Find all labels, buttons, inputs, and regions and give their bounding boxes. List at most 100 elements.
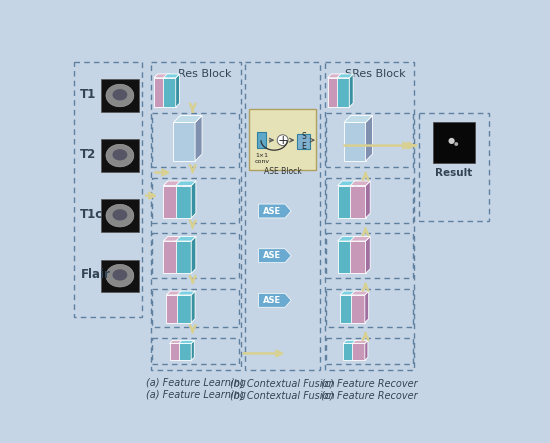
- Polygon shape: [344, 122, 366, 161]
- Polygon shape: [167, 74, 170, 107]
- Polygon shape: [353, 343, 365, 361]
- Ellipse shape: [112, 209, 128, 221]
- Polygon shape: [353, 237, 358, 273]
- Polygon shape: [365, 291, 369, 323]
- Circle shape: [277, 135, 288, 146]
- Polygon shape: [175, 186, 191, 218]
- Polygon shape: [343, 343, 355, 361]
- FancyBboxPatch shape: [101, 79, 139, 112]
- FancyBboxPatch shape: [101, 140, 139, 172]
- Ellipse shape: [106, 144, 134, 167]
- Polygon shape: [328, 74, 344, 78]
- Polygon shape: [175, 181, 196, 186]
- Polygon shape: [258, 204, 291, 218]
- Text: (b) Contextual Fusion: (b) Contextual Fusion: [230, 378, 335, 388]
- Polygon shape: [351, 295, 365, 323]
- Polygon shape: [340, 291, 358, 295]
- Polygon shape: [173, 122, 195, 161]
- Polygon shape: [163, 237, 184, 241]
- Polygon shape: [179, 343, 191, 361]
- Polygon shape: [349, 74, 353, 107]
- Polygon shape: [163, 181, 184, 186]
- FancyBboxPatch shape: [69, 54, 494, 392]
- Polygon shape: [337, 74, 353, 78]
- Polygon shape: [258, 249, 291, 263]
- Polygon shape: [366, 116, 372, 161]
- Ellipse shape: [106, 84, 134, 107]
- Polygon shape: [167, 295, 180, 323]
- Text: T2: T2: [80, 148, 97, 161]
- Text: ASE Block: ASE Block: [264, 167, 301, 176]
- Circle shape: [448, 138, 455, 144]
- FancyBboxPatch shape: [101, 260, 139, 292]
- Polygon shape: [354, 291, 358, 323]
- Polygon shape: [328, 78, 340, 107]
- Ellipse shape: [106, 264, 134, 287]
- FancyBboxPatch shape: [433, 122, 475, 163]
- Polygon shape: [163, 74, 179, 78]
- FancyBboxPatch shape: [101, 199, 139, 232]
- Polygon shape: [343, 340, 359, 343]
- Polygon shape: [340, 74, 344, 107]
- Text: ASE: ASE: [263, 296, 281, 305]
- Polygon shape: [195, 116, 202, 161]
- Text: (b) Contextual Fusion: (b) Contextual Fusion: [230, 390, 335, 400]
- Text: S
E: S E: [301, 132, 306, 152]
- Polygon shape: [169, 343, 182, 361]
- Polygon shape: [180, 291, 184, 323]
- Polygon shape: [179, 181, 184, 218]
- Polygon shape: [353, 181, 358, 218]
- Polygon shape: [154, 78, 167, 107]
- Ellipse shape: [112, 89, 128, 101]
- Polygon shape: [177, 291, 195, 295]
- Polygon shape: [175, 237, 196, 241]
- Circle shape: [454, 142, 458, 146]
- Polygon shape: [179, 237, 184, 273]
- Polygon shape: [167, 291, 184, 295]
- Text: +: +: [277, 134, 288, 147]
- Polygon shape: [191, 181, 196, 218]
- Polygon shape: [344, 116, 372, 122]
- Polygon shape: [338, 241, 353, 273]
- Text: (a) Feature Learning: (a) Feature Learning: [146, 390, 246, 400]
- Polygon shape: [337, 78, 349, 107]
- Polygon shape: [175, 241, 191, 273]
- Polygon shape: [350, 237, 370, 241]
- Text: (a) Feature Learning: (a) Feature Learning: [146, 378, 246, 388]
- Text: 1×1
conv: 1×1 conv: [254, 153, 270, 164]
- Polygon shape: [163, 241, 179, 273]
- Text: ASE: ASE: [263, 251, 281, 260]
- Polygon shape: [163, 78, 175, 107]
- Polygon shape: [338, 181, 358, 186]
- Polygon shape: [191, 237, 196, 273]
- Ellipse shape: [112, 269, 128, 280]
- Polygon shape: [175, 74, 179, 107]
- Polygon shape: [173, 116, 202, 122]
- Polygon shape: [355, 340, 359, 361]
- Polygon shape: [163, 186, 179, 218]
- FancyBboxPatch shape: [249, 109, 316, 170]
- Polygon shape: [191, 340, 194, 361]
- Text: T1: T1: [80, 88, 97, 101]
- Polygon shape: [338, 237, 358, 241]
- Text: (c) Feature Recover: (c) Feature Recover: [321, 390, 418, 400]
- FancyBboxPatch shape: [257, 132, 266, 148]
- FancyBboxPatch shape: [298, 134, 310, 149]
- Polygon shape: [340, 295, 354, 323]
- Ellipse shape: [112, 149, 128, 160]
- Polygon shape: [338, 186, 353, 218]
- Polygon shape: [179, 340, 194, 343]
- Ellipse shape: [106, 204, 134, 227]
- Polygon shape: [366, 181, 370, 218]
- Polygon shape: [191, 291, 195, 323]
- Text: SRes Block: SRes Block: [344, 69, 405, 79]
- Polygon shape: [365, 340, 368, 361]
- Polygon shape: [351, 291, 369, 295]
- Polygon shape: [366, 237, 370, 273]
- Polygon shape: [258, 293, 291, 307]
- Polygon shape: [169, 340, 185, 343]
- Text: T1c: T1c: [80, 208, 103, 222]
- Text: Flair: Flair: [80, 268, 110, 281]
- Text: (c) Feature Recover: (c) Feature Recover: [321, 378, 418, 388]
- Polygon shape: [177, 295, 191, 323]
